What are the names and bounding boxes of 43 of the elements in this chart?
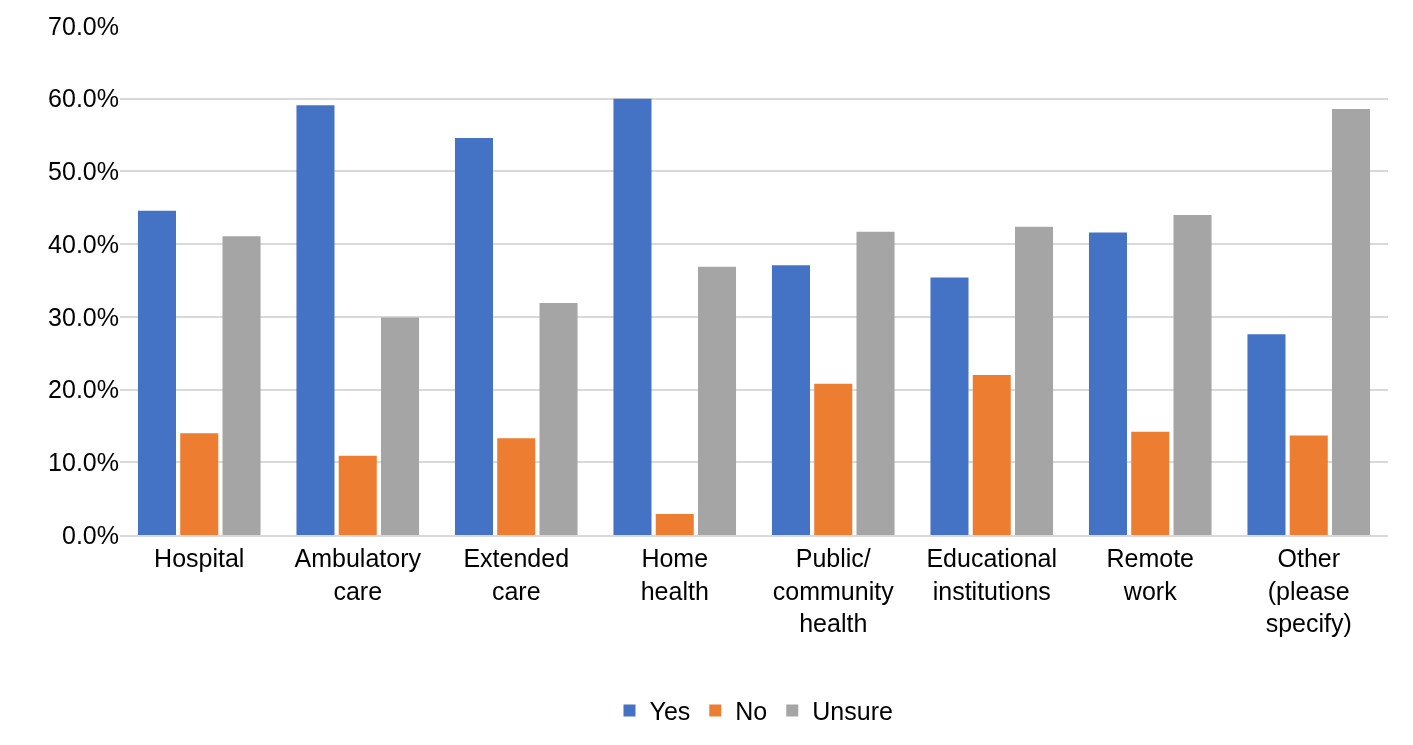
bar — [1289, 435, 1328, 535]
y-tick-label: 70.0% — [48, 11, 119, 40]
legend-label: Yes — [649, 697, 691, 726]
bar — [613, 98, 652, 535]
y-tick-label: 40.0% — [48, 229, 119, 258]
bar — [814, 383, 853, 535]
bar — [655, 513, 694, 535]
bar — [1332, 108, 1371, 535]
legend-label: Unsure — [812, 697, 893, 726]
bar — [338, 455, 377, 535]
bar — [1247, 334, 1286, 535]
y-tick-label: 10.0% — [48, 448, 119, 477]
bar — [381, 317, 420, 535]
bar — [1015, 226, 1054, 535]
legend-label: No — [735, 697, 768, 726]
x-tick-label: Other (please specify) — [1265, 544, 1352, 637]
bar — [296, 105, 335, 535]
bar — [539, 303, 578, 535]
bar — [930, 277, 969, 535]
bar — [137, 210, 176, 535]
x-tick-label: Extended care — [463, 544, 570, 605]
bar — [698, 266, 737, 535]
bar — [454, 137, 493, 535]
bar — [856, 231, 895, 535]
x-tick-label: Public/ community health — [772, 544, 895, 637]
bar — [1088, 232, 1127, 535]
y-tick-label: 0.0% — [62, 520, 119, 549]
y-tick-label: 20.0% — [48, 375, 119, 404]
bar — [771, 265, 810, 535]
y-tick-label: 60.0% — [48, 84, 119, 113]
bar — [222, 236, 261, 535]
bar — [1131, 431, 1170, 535]
bar — [972, 375, 1011, 535]
x-tick-label: Ambulatory care — [294, 544, 422, 605]
x-tick-label: Home health — [640, 544, 709, 605]
x-tick-label: Hospital — [154, 544, 245, 572]
bar — [497, 438, 536, 535]
y-tick-label: 30.0% — [48, 302, 119, 331]
bar — [1173, 215, 1212, 535]
x-tick-label: Educational institutions — [926, 544, 1058, 605]
y-tick-label: 50.0% — [48, 157, 119, 186]
x-tick-label: Remote work — [1106, 544, 1195, 605]
bar — [180, 433, 219, 535]
